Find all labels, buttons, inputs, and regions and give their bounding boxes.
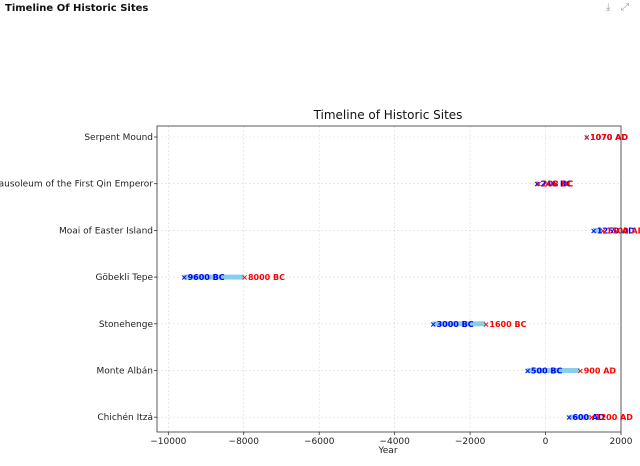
range-bar: [592, 227, 603, 233]
app-header: Timeline Of Historic Sites ⤓ ⤢: [0, 0, 640, 20]
plot-frame: [156, 125, 622, 433]
download-icon[interactable]: ⤓: [606, 2, 611, 13]
x-axis-label: Year: [377, 446, 397, 456]
x-tick-label: −8000: [229, 437, 260, 447]
x-tick-label: −6000: [304, 437, 335, 447]
end-marker-label: ×1200 AD: [588, 413, 633, 422]
y-tick-label: Mausoleum of the First Qin Emperor: [0, 180, 153, 190]
x-tick-label: 2000: [610, 437, 633, 447]
end-marker-label: ×900 AD: [577, 367, 616, 376]
y-tick-label: Serpent Mound: [84, 133, 153, 143]
end-marker-label: ×1070 AD: [583, 133, 628, 142]
start-marker-label: ×500 BC: [524, 367, 562, 376]
start-marker-label: ×9600 BC: [181, 273, 225, 282]
x-tick-label: −4000: [379, 437, 410, 447]
range-bar: [568, 414, 591, 420]
x-tick-label: −2000: [455, 437, 486, 447]
y-tick-label: Stonehenge: [99, 320, 154, 330]
range-bar: [432, 321, 486, 327]
y-tick-label: Moai of Easter Island: [59, 226, 153, 236]
y-tick-label: Chichén Itzá: [97, 412, 153, 423]
bar-layer: [183, 134, 603, 420]
x-tick-label: −10000: [150, 437, 186, 447]
range-bar: [526, 368, 580, 373]
label-layer: ×1070 AD×1070 AD×246 BC×208 BC×1250 AD×1…: [181, 133, 640, 422]
end-marker-label: ×1500 AD: [600, 226, 640, 235]
start-marker-label: ×1250 AD: [590, 226, 635, 235]
range-bar: [183, 274, 244, 280]
y-tick-label: Monte Albán: [97, 367, 154, 377]
app-title: Timeline Of Historic Sites: [5, 3, 149, 14]
start-marker-label: ×1070 AD: [583, 133, 628, 142]
end-marker-label: ×208 BC: [535, 180, 573, 189]
y-tick-label: Göbekli Tepe: [95, 273, 153, 283]
end-marker-label: ×1600 BC: [483, 320, 527, 329]
axis-layer: −10000 −8000 −6000 −4000 −2000 0 2000 Serpent M…: [0, 133, 633, 447]
end-marker-label: ×8000 BC: [241, 273, 285, 282]
x-tick-label: 0: [543, 437, 549, 447]
start-marker-label: ×246 BC: [534, 180, 572, 189]
range-bar: [585, 134, 587, 140]
chart-title: Timeline of Historic Sites: [313, 108, 463, 122]
start-marker-label: ×3000 BC: [430, 320, 474, 329]
collapse-icon[interactable]: ⤢: [621, 2, 629, 13]
start-marker-label: ×600 AD: [566, 413, 605, 422]
range-bar: [536, 181, 538, 187]
